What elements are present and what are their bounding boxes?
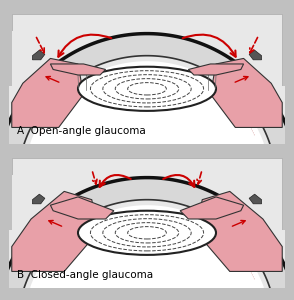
Polygon shape <box>197 191 282 272</box>
Polygon shape <box>249 194 262 204</box>
Text: B  Closed-angle glaucoma: B Closed-angle glaucoma <box>17 270 153 280</box>
Ellipse shape <box>12 194 282 300</box>
Polygon shape <box>32 50 45 60</box>
FancyBboxPatch shape <box>12 14 282 128</box>
Bar <box>12 175 282 272</box>
Ellipse shape <box>0 34 294 300</box>
Polygon shape <box>211 58 282 128</box>
Ellipse shape <box>12 50 282 300</box>
FancyBboxPatch shape <box>12 158 282 272</box>
Polygon shape <box>12 191 97 272</box>
Polygon shape <box>188 64 244 75</box>
Polygon shape <box>0 34 294 152</box>
Polygon shape <box>180 197 244 219</box>
Polygon shape <box>50 64 106 75</box>
Polygon shape <box>32 194 45 204</box>
Ellipse shape <box>78 211 216 255</box>
Polygon shape <box>12 58 83 128</box>
Ellipse shape <box>0 178 294 300</box>
Bar <box>12 31 282 128</box>
Ellipse shape <box>78 67 216 111</box>
Polygon shape <box>30 61 264 185</box>
Polygon shape <box>249 50 262 60</box>
Polygon shape <box>30 205 264 300</box>
Polygon shape <box>50 197 114 219</box>
Polygon shape <box>0 178 294 296</box>
Text: A  Open-angle glaucoma: A Open-angle glaucoma <box>17 126 146 136</box>
